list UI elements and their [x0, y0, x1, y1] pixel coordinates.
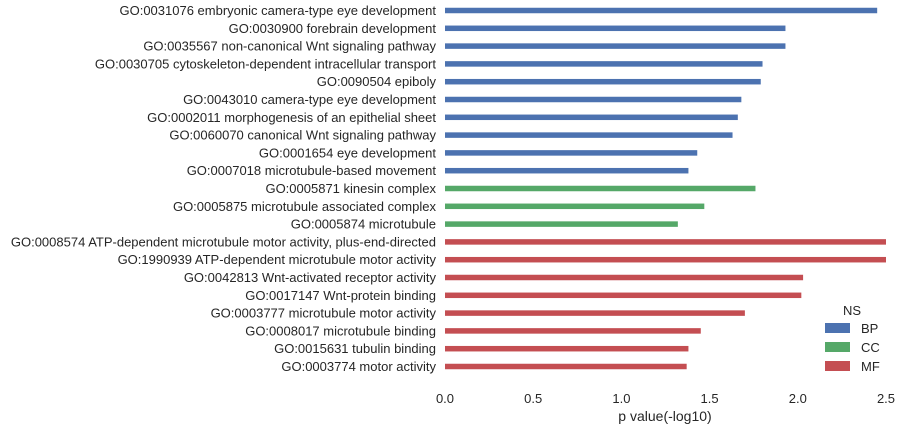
y-tick-label: GO:0003777 microtubule motor activity [211, 306, 437, 321]
legend: NS BP CC MF [825, 303, 880, 374]
bar [445, 114, 738, 121]
bar [445, 345, 689, 352]
bar [445, 203, 705, 210]
legend-label: MF [861, 359, 880, 374]
y-tick-label: GO:0008017 microtubule binding [245, 323, 436, 338]
y-tick-label: GO:0031076 embryonic camera-type eye dev… [119, 3, 436, 18]
bars-group [445, 7, 886, 370]
y-tick-label: GO:0035567 non-canonical Wnt signaling p… [143, 39, 436, 54]
y-tick-label: GO:0042813 Wnt-activated receptor activi… [184, 270, 437, 285]
bar [445, 167, 689, 174]
x-tick-label: 0.0 [436, 391, 454, 406]
bar [445, 132, 733, 138]
bar [445, 43, 786, 49]
x-tick-label: 0.5 [524, 391, 542, 406]
y-tick-label: GO:0007018 microtubule-based movement [187, 163, 437, 178]
y-tick-label: GO:0002011 morphogenesis of an epithelia… [147, 110, 436, 125]
bar [445, 328, 701, 334]
y-tick-label: GO:0043010 camera-type eye development [183, 92, 436, 107]
bar [445, 78, 761, 85]
x-axis-label: p value(-log10) [618, 408, 711, 424]
legend-swatch [825, 342, 850, 352]
y-tick-label: GO:0017147 Wnt-protein binding [245, 288, 436, 303]
bar [445, 310, 745, 316]
y-tick-label: GO:0090504 epiboly [317, 74, 437, 89]
bar [445, 7, 878, 14]
y-tick-label: GO:0015631 tubulin binding [274, 341, 436, 356]
y-tick-label: GO:0060070 canonical Wnt signaling pathw… [169, 128, 436, 143]
x-tick-labels: 0.0 0.5 1.0 1.5 2.0 2.5 [436, 391, 895, 406]
legend-label: CC [861, 340, 880, 355]
bar [445, 185, 756, 192]
bar [445, 25, 786, 32]
y-tick-label: GO:0003774 motor activity [281, 359, 436, 374]
bar [445, 292, 802, 299]
y-tick-labels: GO:0031076 embryonic camera-type eye dev… [11, 3, 437, 374]
bar [445, 61, 763, 67]
x-tick-label: 2.5 [877, 391, 895, 406]
bar [445, 274, 804, 281]
bar [445, 256, 886, 263]
bar [445, 239, 886, 245]
y-tick-label: GO:0030705 cytoskeleton-dependent intrac… [95, 56, 436, 71]
x-tick-label: 1.0 [612, 391, 630, 406]
legend-swatch [825, 323, 850, 333]
x-tick-label: 2.0 [789, 391, 807, 406]
legend-entries: BP CC MF [825, 321, 880, 374]
bar [445, 221, 678, 227]
legend-swatch [825, 361, 850, 371]
y-tick-label: GO:0030900 forebrain development [229, 21, 437, 36]
y-tick-label: GO:1990939 ATP-dependent microtubule mot… [118, 252, 437, 267]
bar [445, 150, 698, 156]
legend-label: BP [861, 321, 878, 336]
y-tick-label: GO:0005875 microtubule associated comple… [173, 199, 437, 214]
bar [445, 363, 687, 370]
bar [445, 96, 742, 103]
y-tick-label: GO:0001654 eye development [259, 145, 436, 160]
legend-title: NS [843, 303, 861, 318]
y-tick-label: GO:0005871 kinesin complex [265, 181, 436, 196]
y-tick-label: GO:0005874 microtubule [291, 217, 436, 232]
x-tick-label: 1.5 [701, 391, 719, 406]
y-tick-label: GO:0008574 ATP-dependent microtubule mot… [11, 234, 436, 249]
